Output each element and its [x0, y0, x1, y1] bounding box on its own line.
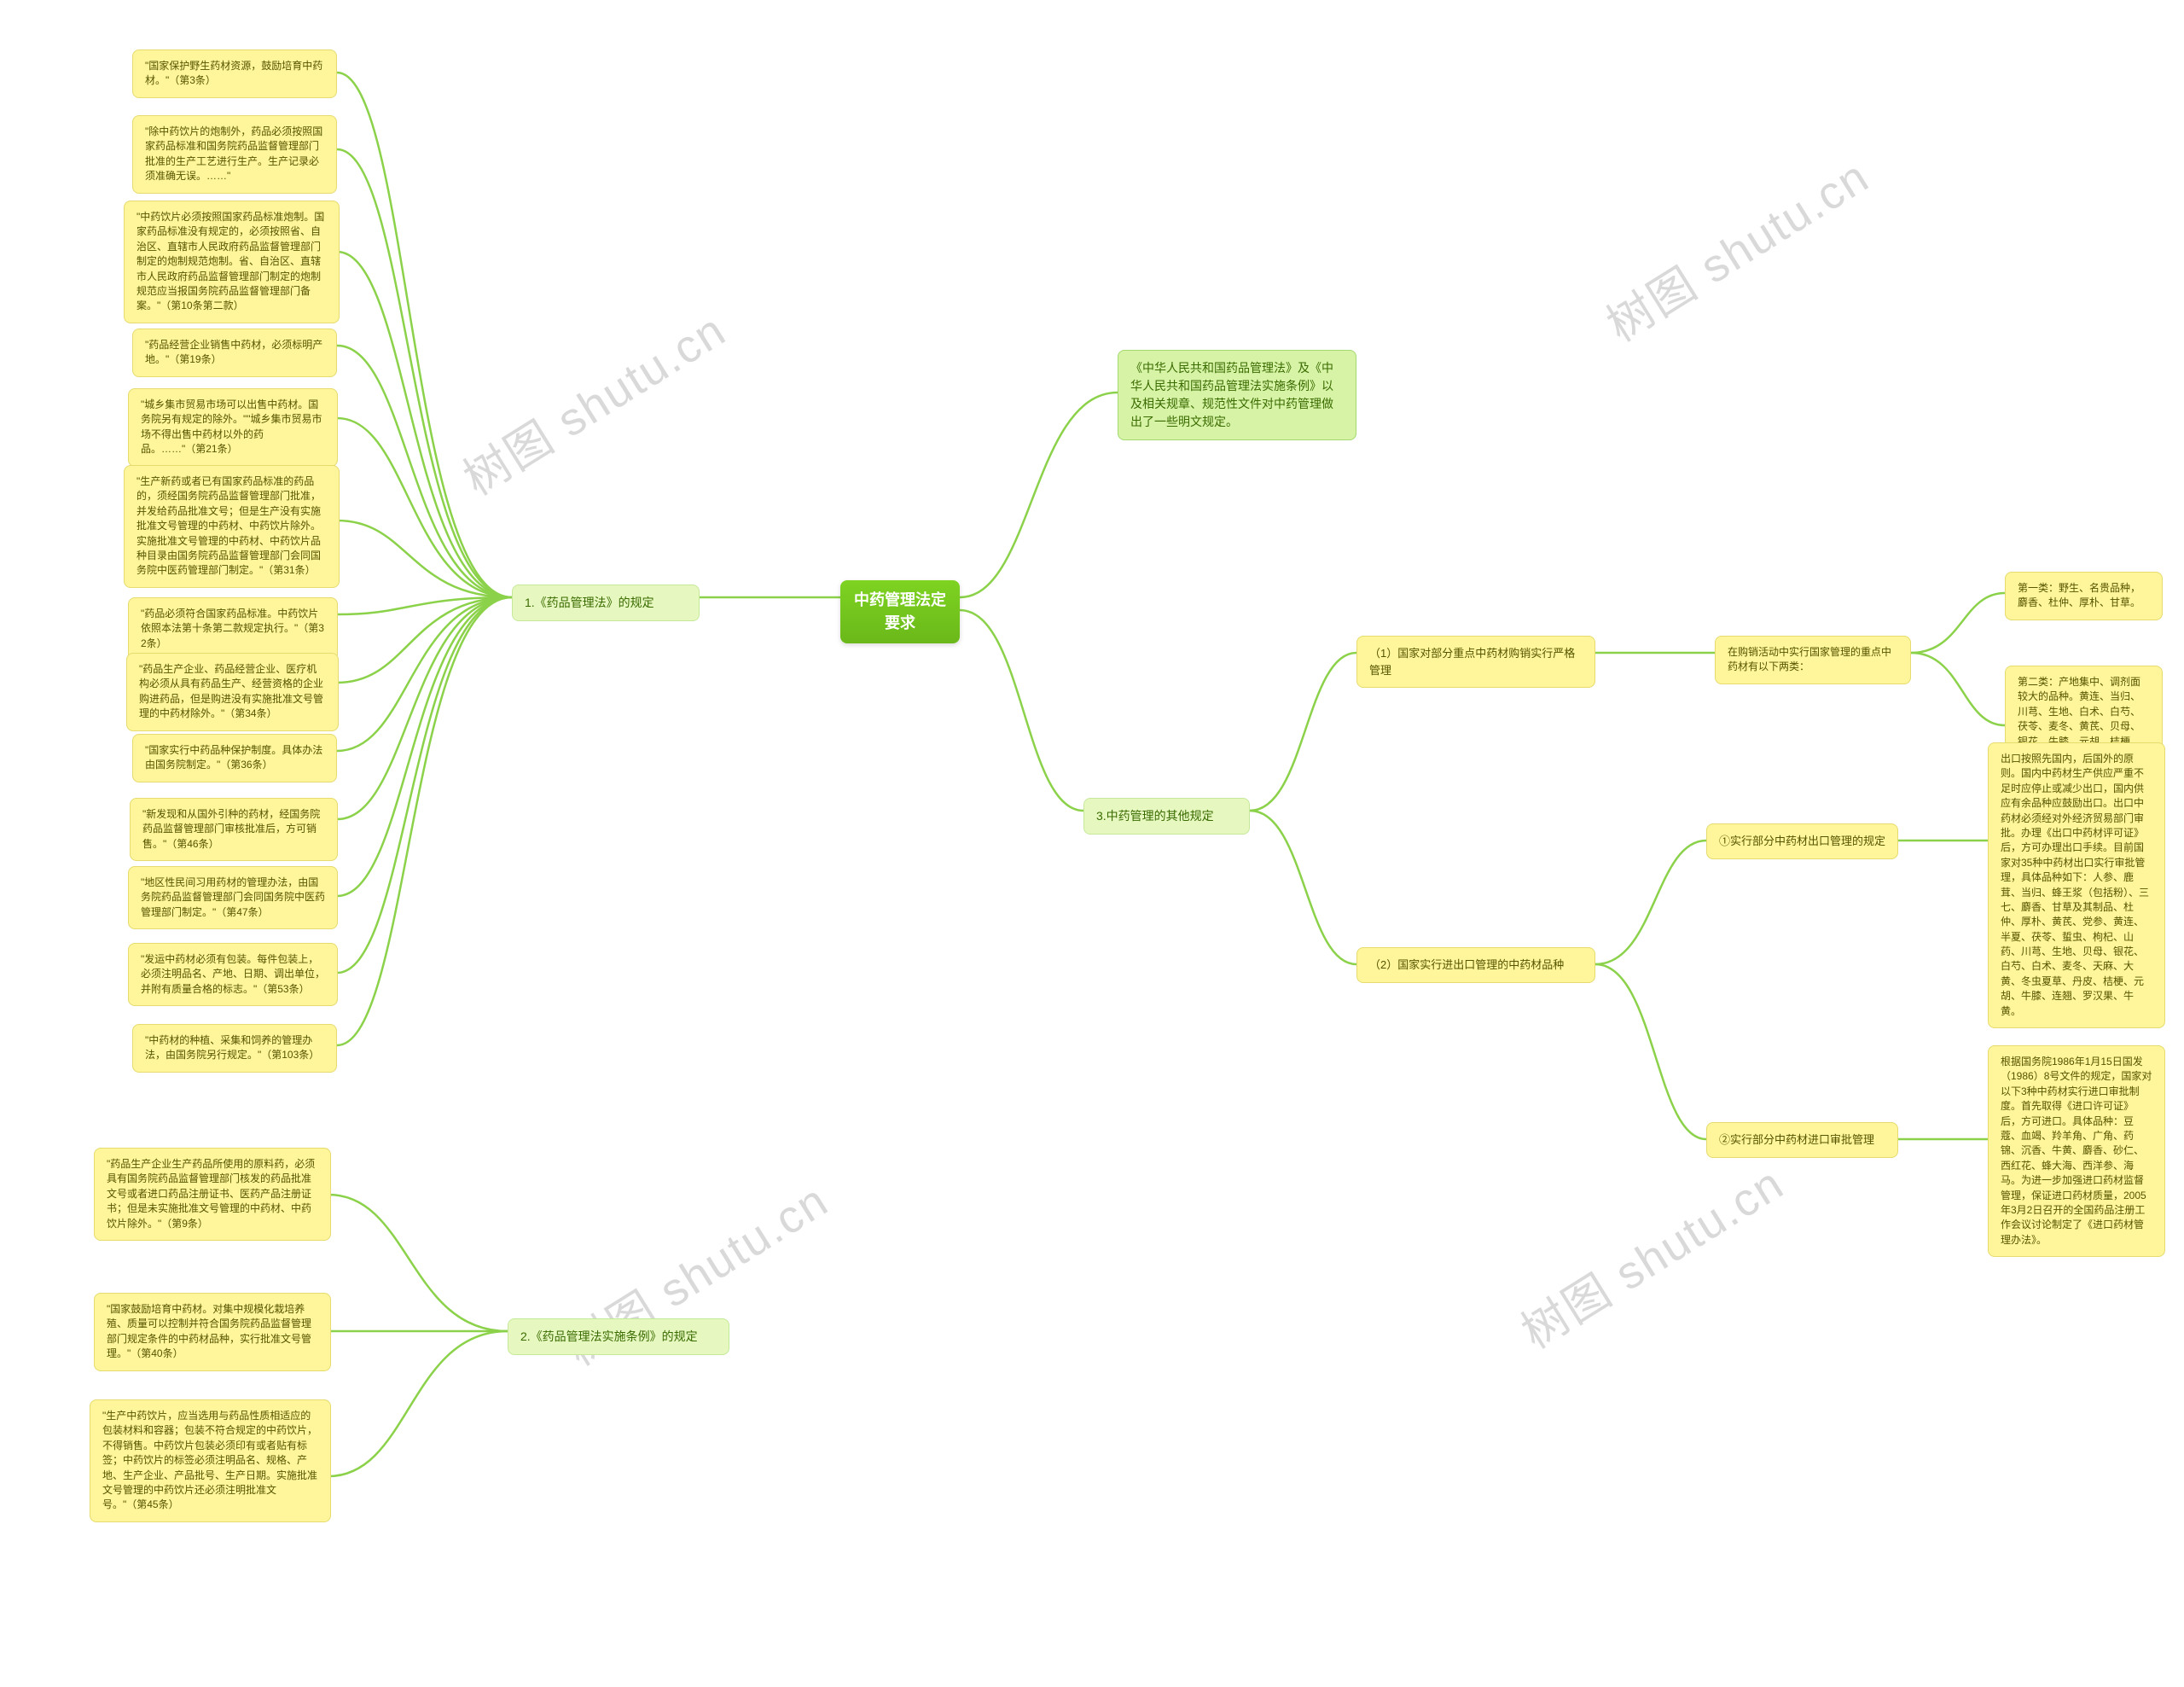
branch-2-label: 2.《药品管理法实施条例》的规定: [520, 1329, 698, 1343]
leaf-l1-10[interactable]: "地区性民间习用药材的管理办法，由国务院药品监督管理部门会同国务院中医药管理部门…: [128, 866, 338, 929]
node-r3-b2[interactable]: ②实行部分中药材进口审批管理: [1706, 1122, 1898, 1158]
leaf-l1-7[interactable]: "药品生产企业、药品经营企业、医疗机构必须从具有药品生产、经营资格的企业购进药品…: [126, 653, 339, 731]
branch-intro-text: 《中华人民共和国药品管理法》及《中华人民共和国药品管理法实施条例》以及相关规章、…: [1130, 361, 1333, 428]
watermark: 树图 shutu.cn: [1507, 1146, 1795, 1361]
node-r3-b1[interactable]: ①实行部分中药材出口管理的规定: [1706, 823, 1898, 859]
node-r3-b[interactable]: （2）国家实行进出口管理的中药材品种: [1356, 947, 1595, 983]
branch-2[interactable]: 2.《药品管理法实施条例》的规定: [508, 1318, 729, 1355]
leaf-l1-11[interactable]: "发运中药材必须有包装。每件包装上，必须注明品名、产地、日期、调出单位，并附有质…: [128, 943, 338, 1006]
leaf-l1-3[interactable]: "药品经营企业销售中药材，必须标明产地。"（第19条）: [132, 329, 337, 377]
leaf-l1-8[interactable]: "国家实行中药品种保护制度。具体办法由国务院制定。"（第36条）: [132, 734, 337, 782]
leaf-l1-6[interactable]: "药品必须符合国家药品标准。中药饮片依照本法第十条第二款规定执行。"（第32条）: [128, 597, 338, 660]
leaf-l2-1[interactable]: "国家鼓励培育中药材。对集中规模化栽培养殖、质量可以控制并符合国务院药品监督管理…: [94, 1293, 331, 1371]
leaf-l1-4[interactable]: "城乡集市贸易市场可以出售中药材。国务院另有规定的除外。""城乡集市贸易市场不得…: [128, 388, 338, 467]
branch-3[interactable]: 3.中药管理的其他规定: [1083, 798, 1250, 835]
root-node[interactable]: 中药管理法定要求: [840, 580, 960, 643]
root-label: 中药管理法定要求: [854, 591, 946, 631]
leaf-l2-2[interactable]: "生产中药饮片，应当选用与药品性质相适应的包装材料和容器；包装不符合规定的中药饮…: [90, 1399, 331, 1522]
branch-1[interactable]: 1.《药品管理法》的规定: [512, 585, 700, 621]
leaf-l1-0[interactable]: "国家保护野生药材资源，鼓励培育中药材。"（第3条）: [132, 49, 337, 98]
leaf-l1-5[interactable]: "生产新药或者已有国家药品标准的药品的，须经国务院药品监督管理部门批准，并发给药…: [124, 465, 340, 588]
leaf-r3-b2[interactable]: 根据国务院1986年1月15日国发（1986）8号文件的规定，国家对以下3种中药…: [1988, 1045, 2165, 1257]
node-r3-a[interactable]: （1）国家对部分重点中药材购销实行严格管理: [1356, 636, 1595, 688]
leaf-r3-a-0[interactable]: 第一类：野生、名贵品种，麝香、杜仲、厚朴、甘草。: [2005, 572, 2163, 620]
branch-intro[interactable]: 《中华人民共和国药品管理法》及《中华人民共和国药品管理法实施条例》以及相关规章、…: [1118, 350, 1356, 440]
watermark: 树图 shutu.cn: [1592, 139, 1880, 354]
leaf-l1-1[interactable]: "除中药饮片的炮制外，药品必须按照国家药品标准和国务院药品监督管理部门批准的生产…: [132, 115, 337, 194]
leaf-l1-9[interactable]: "新发现和从国外引种的药材，经国务院药品监督管理部门审核批准后，方可销售。"（第…: [130, 798, 338, 861]
branch-3-label: 3.中药管理的其他规定: [1096, 809, 1214, 823]
leaf-l1-2[interactable]: "中药饮片必须按照国家药品标准炮制。国家药品标准没有规定的，必须按照省、自治区、…: [124, 201, 340, 323]
leaf-r3-b1[interactable]: 出口按照先国内，后国外的原则。国内中药材生产供应严重不足时应停止或减少出口，国内…: [1988, 742, 2165, 1028]
node-r3-a-mid[interactable]: 在购销活动中实行国家管理的重点中药材有以下两类：: [1715, 636, 1911, 684]
leaf-l1-12[interactable]: "中药材的种植、采集和饲养的管理办法，由国务院另行规定。"（第103条）: [132, 1024, 337, 1073]
branch-1-label: 1.《药品管理法》的规定: [525, 596, 654, 609]
leaf-l2-0[interactable]: "药品生产企业生产药品所使用的原料药，必须具有国务院药品监督管理部门核发的药品批…: [94, 1148, 331, 1241]
watermark: 树图 shutu.cn: [449, 293, 737, 508]
